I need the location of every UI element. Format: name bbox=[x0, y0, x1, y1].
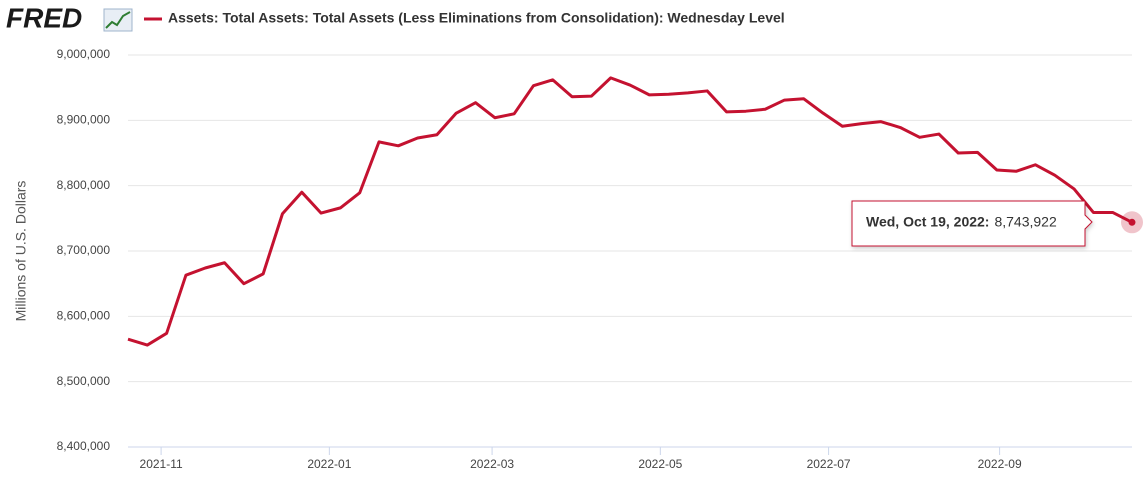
y-axis-label: Millions of U.S. Dollars bbox=[13, 181, 29, 322]
logo[interactable]: FRED bbox=[6, 2, 82, 33]
y-tick-label: 8,400,000 bbox=[57, 439, 111, 453]
y-tick-label: 8,500,000 bbox=[57, 374, 111, 388]
logo-icon-line bbox=[105, 11, 131, 29]
x-tick-label: 2022-07 bbox=[807, 457, 851, 471]
x-tick-label: 2021-11 bbox=[140, 457, 183, 471]
hover-marker bbox=[1128, 218, 1136, 226]
legend-label: Assets: Total Assets: Total Assets (Less… bbox=[168, 10, 785, 26]
x-tick-label: 2022-09 bbox=[978, 457, 1022, 471]
y-tick-label: 8,900,000 bbox=[57, 113, 111, 127]
tooltip-value: 8,743,922 bbox=[994, 214, 1056, 230]
y-tick-label: 8,700,000 bbox=[57, 243, 111, 257]
tooltip-label: Wed, Oct 19, 2022: bbox=[866, 214, 989, 230]
logo-icon bbox=[103, 8, 133, 32]
plot-area: 8,400,000 8,500,000 8,600,000 8,700,000 8,80… bbox=[57, 47, 1143, 471]
series-line bbox=[127, 76, 1133, 347]
y-tick-label: 8,800,000 bbox=[57, 178, 111, 192]
tooltip: Wed, Oct 19, 2022: 8,743,922 bbox=[851, 200, 1093, 247]
tooltip-box bbox=[851, 200, 1093, 247]
x-tick-label: 2022-05 bbox=[638, 457, 682, 471]
y-tick-label: 9,000,000 bbox=[57, 47, 111, 61]
y-tick-label: 8,600,000 bbox=[57, 309, 111, 323]
x-tick-label: 2022-03 bbox=[470, 457, 514, 471]
x-tick-label: 2022-01 bbox=[307, 457, 351, 471]
